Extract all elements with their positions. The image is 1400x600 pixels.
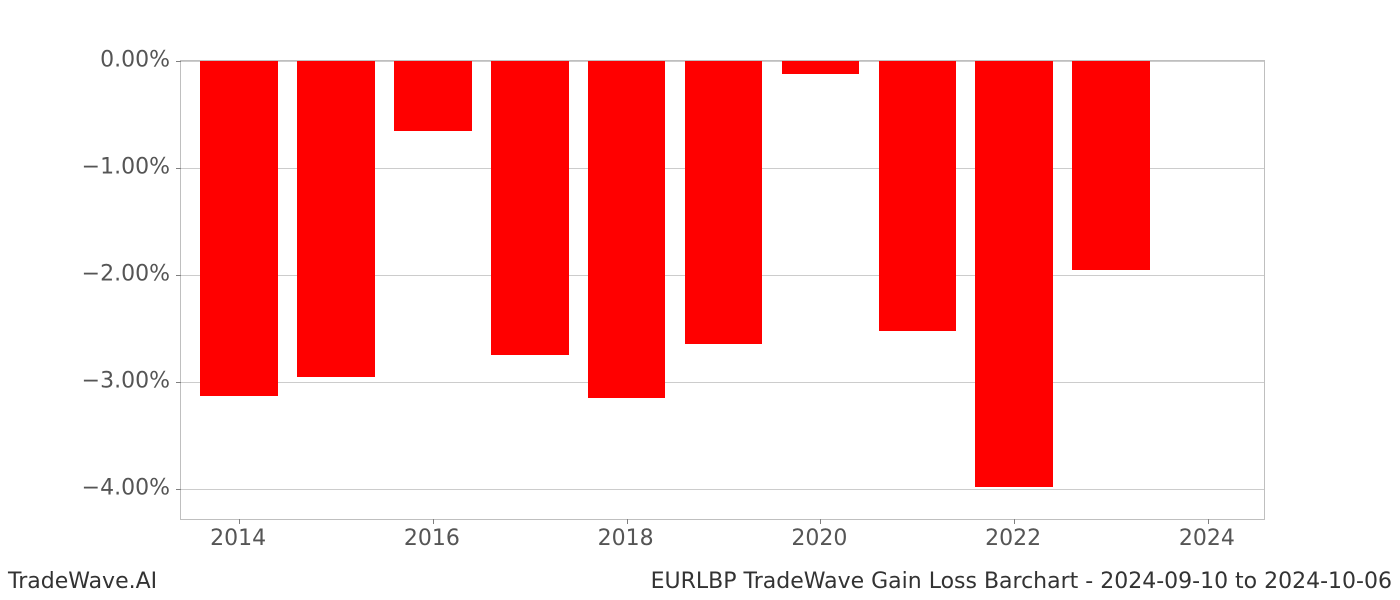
bar xyxy=(685,61,763,344)
x-tick-mark xyxy=(433,519,434,524)
footer-right-text: EURLBP TradeWave Gain Loss Barchart - 20… xyxy=(651,569,1392,594)
y-tick-mark xyxy=(176,489,181,490)
gridline xyxy=(181,489,1264,490)
bar xyxy=(297,61,375,377)
bar xyxy=(1072,61,1150,270)
x-tick-mark xyxy=(239,519,240,524)
y-tick-label: −4.00% xyxy=(60,475,170,500)
x-tick-label: 2020 xyxy=(791,526,847,551)
x-tick-mark xyxy=(1014,519,1015,524)
y-tick-label: −1.00% xyxy=(60,154,170,179)
x-tick-label: 2016 xyxy=(404,526,460,551)
x-tick-label: 2024 xyxy=(1179,526,1235,551)
bar xyxy=(782,61,860,74)
x-tick-label: 2022 xyxy=(985,526,1041,551)
bar xyxy=(975,61,1053,487)
y-tick-label: 0.00% xyxy=(60,48,170,73)
x-tick-mark xyxy=(820,519,821,524)
footer-left-text: TradeWave.AI xyxy=(8,569,157,594)
x-tick-mark xyxy=(627,519,628,524)
bar xyxy=(200,61,278,396)
y-tick-label: −3.00% xyxy=(60,368,170,393)
gridline xyxy=(181,382,1264,383)
bar xyxy=(394,61,472,131)
x-tick-mark xyxy=(1208,519,1209,524)
bar xyxy=(491,61,569,355)
y-tick-mark xyxy=(176,382,181,383)
x-tick-label: 2014 xyxy=(210,526,266,551)
chart-plot-area xyxy=(180,60,1265,520)
y-tick-label: −2.00% xyxy=(60,261,170,286)
y-tick-mark xyxy=(176,61,181,62)
bar xyxy=(588,61,666,398)
x-tick-label: 2018 xyxy=(598,526,654,551)
bar xyxy=(879,61,957,331)
y-tick-mark xyxy=(176,168,181,169)
y-tick-mark xyxy=(176,275,181,276)
